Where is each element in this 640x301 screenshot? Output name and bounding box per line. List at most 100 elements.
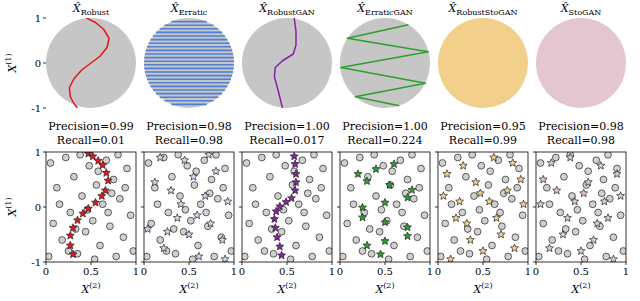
generated-point	[476, 189, 484, 197]
generated-point	[69, 224, 77, 232]
x-tick-label: 1	[623, 266, 629, 277]
real-point	[222, 165, 229, 172]
panel-title: Precision=1.00	[244, 120, 329, 133]
real-point	[393, 201, 400, 208]
real-point	[471, 193, 478, 200]
panel: X̂StoGAN	[536, 2, 626, 108]
generated-point	[207, 219, 215, 227]
real-point	[414, 234, 421, 241]
real-point	[593, 157, 600, 164]
generated-point	[173, 214, 181, 222]
real-point	[122, 184, 129, 191]
real-point	[507, 152, 514, 158]
panel-subtitle: Recall=0.01	[57, 134, 125, 147]
real-point	[620, 248, 626, 255]
x-tick-label: 0	[141, 266, 147, 277]
stripe	[149, 82, 230, 84]
panel: 00.51Precision=1.00Recall=0.017X(2)	[239, 120, 335, 296]
x-axis-label: X(2)	[472, 281, 492, 296]
real-point	[356, 154, 363, 161]
real-point	[595, 209, 602, 216]
real-point	[91, 256, 98, 262]
panel: 00.51Precision=0.95Recall=0.99X(2)	[435, 120, 531, 296]
panel-title: X̂RobustGAN	[258, 2, 314, 17]
panel: X̂ErraticGAN	[340, 2, 430, 108]
plot-area	[340, 152, 430, 262]
support-disk	[438, 18, 528, 108]
real-point	[438, 253, 444, 260]
x-tick-label: 1	[231, 266, 237, 277]
x-tick	[430, 262, 431, 265]
x-tick	[136, 262, 137, 265]
generated-point	[443, 170, 451, 178]
real-point	[301, 209, 308, 216]
real-point	[115, 152, 122, 158]
generated-point	[290, 152, 298, 160]
panel: 00.51Precision=0.98Recall=0.98X(2)	[533, 120, 629, 296]
stripe	[145, 53, 233, 55]
real-point	[189, 256, 196, 262]
y-tick	[141, 152, 144, 153]
real-point	[603, 253, 610, 260]
superscript: (1)	[4, 53, 13, 64]
real-point	[589, 201, 596, 208]
generated-point	[553, 186, 561, 194]
real-point	[474, 228, 481, 235]
real-point	[579, 217, 586, 224]
real-point	[353, 237, 360, 244]
real-point	[368, 250, 375, 257]
generated-point	[98, 192, 106, 200]
real-point	[373, 193, 380, 200]
generated-point	[160, 244, 168, 252]
plot-area	[438, 152, 528, 262]
generated-point	[221, 255, 229, 262]
support-disk	[242, 18, 332, 108]
stripe	[144, 57, 233, 59]
x-axis-label: X(2)	[570, 281, 590, 296]
plot-area	[242, 18, 332, 108]
real-point	[505, 253, 512, 260]
x-tick-label: 0.5	[279, 266, 295, 277]
stripe	[165, 24, 214, 26]
x-tick-label: 1	[427, 266, 433, 277]
real-point	[228, 248, 234, 255]
real-point	[448, 201, 455, 208]
stripe	[171, 21, 206, 23]
real-point	[499, 223, 506, 230]
y-tick	[43, 18, 46, 19]
real-point	[56, 201, 63, 208]
generated-point	[463, 219, 471, 227]
real-point	[318, 184, 325, 191]
x-tick-label: 0.5	[181, 266, 197, 277]
real-point	[77, 152, 84, 158]
real-point	[445, 184, 452, 191]
stripe	[145, 71, 233, 73]
real-point	[512, 234, 519, 241]
real-point	[610, 234, 617, 241]
real-point	[197, 201, 204, 208]
superscript: (2)	[187, 281, 198, 290]
generated-point	[466, 236, 474, 244]
real-point	[208, 176, 215, 183]
support-disk	[46, 18, 136, 108]
generated-point	[291, 186, 299, 194]
real-point	[47, 160, 54, 167]
real-point	[86, 162, 93, 169]
x-tick-label: 0	[239, 266, 245, 277]
real-point	[144, 253, 150, 260]
x-tick-label: 0.5	[83, 266, 99, 277]
real-point	[491, 201, 498, 208]
superscript: (2)	[481, 281, 492, 290]
real-point	[309, 253, 316, 260]
y-tick-label: 1	[35, 147, 41, 158]
generated-point	[372, 165, 380, 173]
real-point	[263, 209, 270, 216]
real-point	[540, 220, 547, 227]
real-point	[600, 176, 607, 183]
frame	[438, 152, 528, 262]
superscript: (1)	[4, 197, 13, 208]
generated-point	[485, 197, 493, 205]
real-point	[366, 226, 373, 233]
stripe	[144, 68, 233, 70]
generated-point	[404, 193, 412, 201]
